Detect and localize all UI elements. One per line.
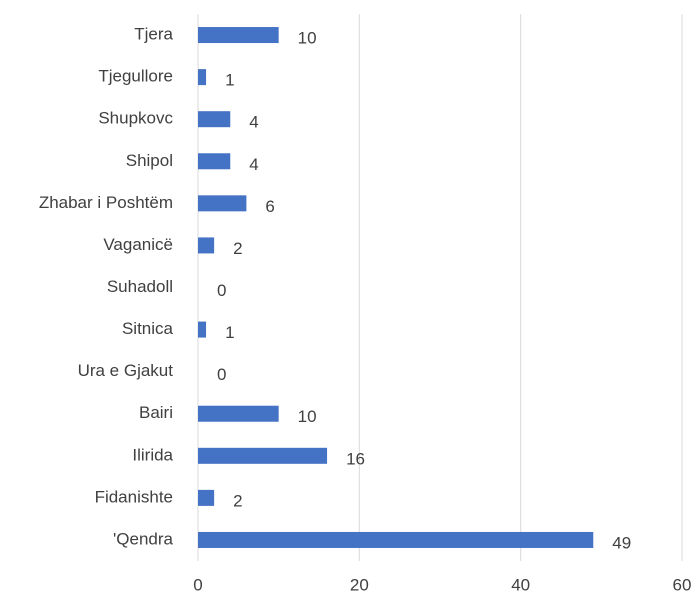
bar [198,111,231,128]
x-tick-label: 20 [350,575,369,594]
y-tick-label: Suhadoll [107,277,173,296]
x-tick-label: 40 [511,575,530,594]
bar [198,27,279,44]
value-label: 1 [225,323,234,342]
bar [198,405,279,422]
bar [198,195,247,212]
y-tick-label: Ura e Gjakut [78,361,174,380]
value-label: 2 [233,491,242,510]
bar [198,237,215,254]
value-label: 10 [298,407,317,426]
bar [198,447,328,464]
y-tick-label: Ilirida [132,445,173,464]
x-tick-label: 0 [193,575,202,594]
value-label: 0 [217,281,226,300]
bar [198,531,594,548]
value-label: 2 [233,239,242,258]
value-label: 4 [249,113,258,132]
value-label: 6 [265,197,274,216]
y-tick-label: 'Qendra [113,529,173,548]
bar [198,69,207,86]
value-label: 4 [249,155,258,174]
y-tick-label: Shipol [126,151,173,170]
y-tick-label: Tjera [134,25,173,44]
value-label: 1 [225,71,234,90]
bar [198,321,207,338]
bar [198,153,231,170]
y-tick-label: Sitnica [122,319,174,338]
y-tick-label: Vaganicë [103,235,173,254]
x-tick-label: 60 [673,575,692,594]
value-label: 10 [298,29,317,48]
y-tick-label: Shupkovc [98,109,173,128]
y-tick-label: Zhabar i Poshtëm [39,193,173,212]
y-tick-label: Bairi [139,403,173,422]
value-label: 49 [612,533,631,552]
bar [198,489,215,506]
y-tick-label: Tjegullore [98,67,173,86]
value-label: 16 [346,449,365,468]
value-label: 0 [217,365,226,384]
y-tick-label: Fidanishte [95,487,173,506]
